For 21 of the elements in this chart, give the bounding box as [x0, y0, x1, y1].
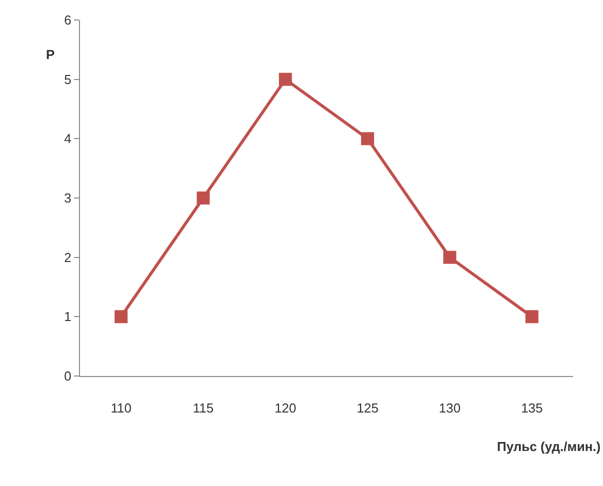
- point: [443, 250, 456, 264]
- y-tick-label: 4: [64, 131, 72, 146]
- x-axis-title: Пульс (уд./мин.): [497, 439, 601, 454]
- x-tick-label: 125: [356, 400, 378, 416]
- y-tick-label: 3: [64, 190, 72, 206]
- y-tick-label: 0: [64, 368, 72, 384]
- x-tick-label: 135: [521, 400, 543, 416]
- y-tick-label: 5: [64, 72, 72, 87]
- point: [196, 192, 210, 204]
- x-tick-label: 130: [438, 400, 461, 416]
- point: [278, 72, 292, 86]
- y-axis-title: P: [46, 47, 55, 62]
- y-tick-label: 2: [64, 250, 72, 265]
- x-tick-label: 120: [274, 400, 296, 416]
- y-tick-label: 1: [64, 309, 72, 324]
- point: [361, 132, 374, 146]
- y-tick-label: 6: [64, 12, 72, 28]
- x-tick-label: 115: [192, 400, 214, 416]
- point: [525, 310, 538, 324]
- x-tick-label: 110: [110, 400, 132, 416]
- point: [114, 310, 128, 324]
